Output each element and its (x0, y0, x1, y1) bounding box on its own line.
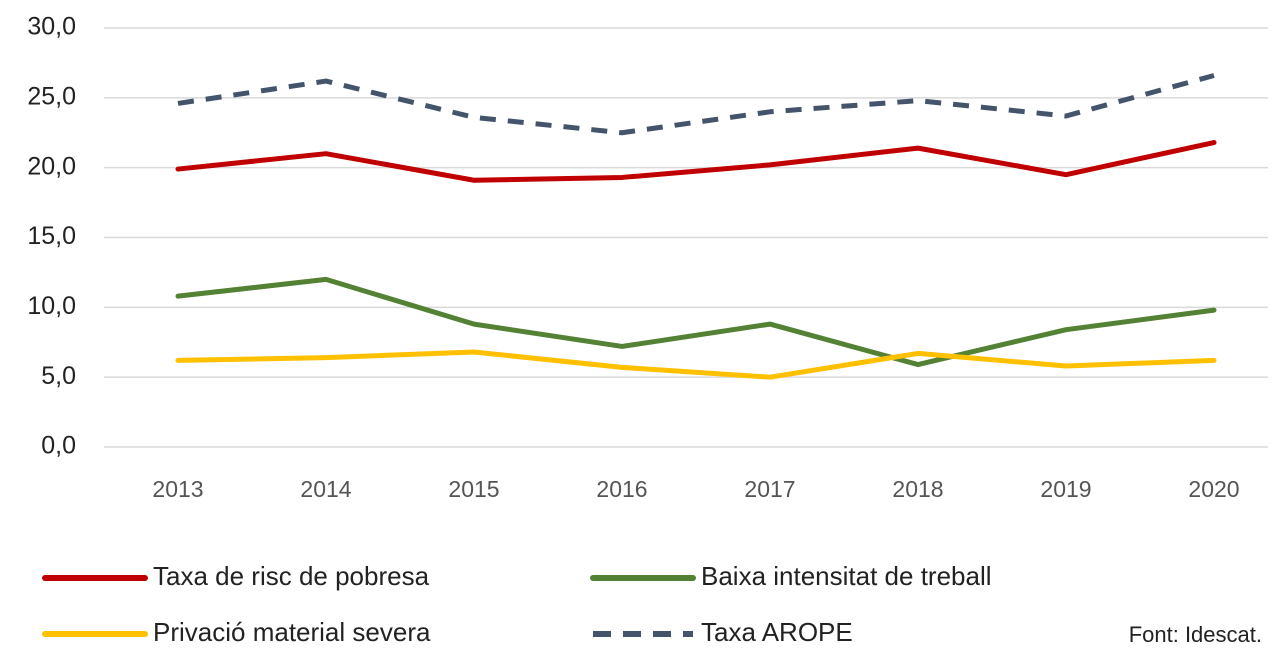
x-tick-label: 2017 (744, 476, 795, 502)
y-tick-label: 0,0 (41, 432, 76, 460)
y-tick-label: 20,0 (27, 152, 76, 180)
x-tick-label: 2020 (1188, 476, 1239, 502)
y-tick-label: 25,0 (27, 82, 76, 110)
source-note: Font: Idescat. (1129, 622, 1262, 647)
legend-label: Taxa AROPE (701, 617, 853, 647)
y-tick-label: 5,0 (41, 362, 76, 390)
legend-label: Baixa intensitat de treball (701, 561, 992, 591)
y-tick-label: 15,0 (27, 222, 76, 250)
x-tick-label: 2019 (1040, 476, 1091, 502)
x-tick-label: 2016 (596, 476, 647, 502)
legend-label: Privació material severa (153, 617, 431, 647)
x-tick-label: 2013 (152, 476, 203, 502)
y-tick-label: 10,0 (27, 292, 76, 320)
line-series (175, 349, 1217, 380)
x-tick-label: 2018 (892, 476, 943, 502)
line-series (177, 73, 1215, 136)
line-series (175, 276, 1217, 368)
x-tick-label: 2015 (448, 476, 499, 502)
y-tick-label: 30,0 (27, 13, 76, 41)
legend-label: Taxa de risc de pobresa (153, 561, 430, 591)
line-series (175, 140, 1217, 183)
x-tick-label: 2014 (300, 476, 351, 502)
